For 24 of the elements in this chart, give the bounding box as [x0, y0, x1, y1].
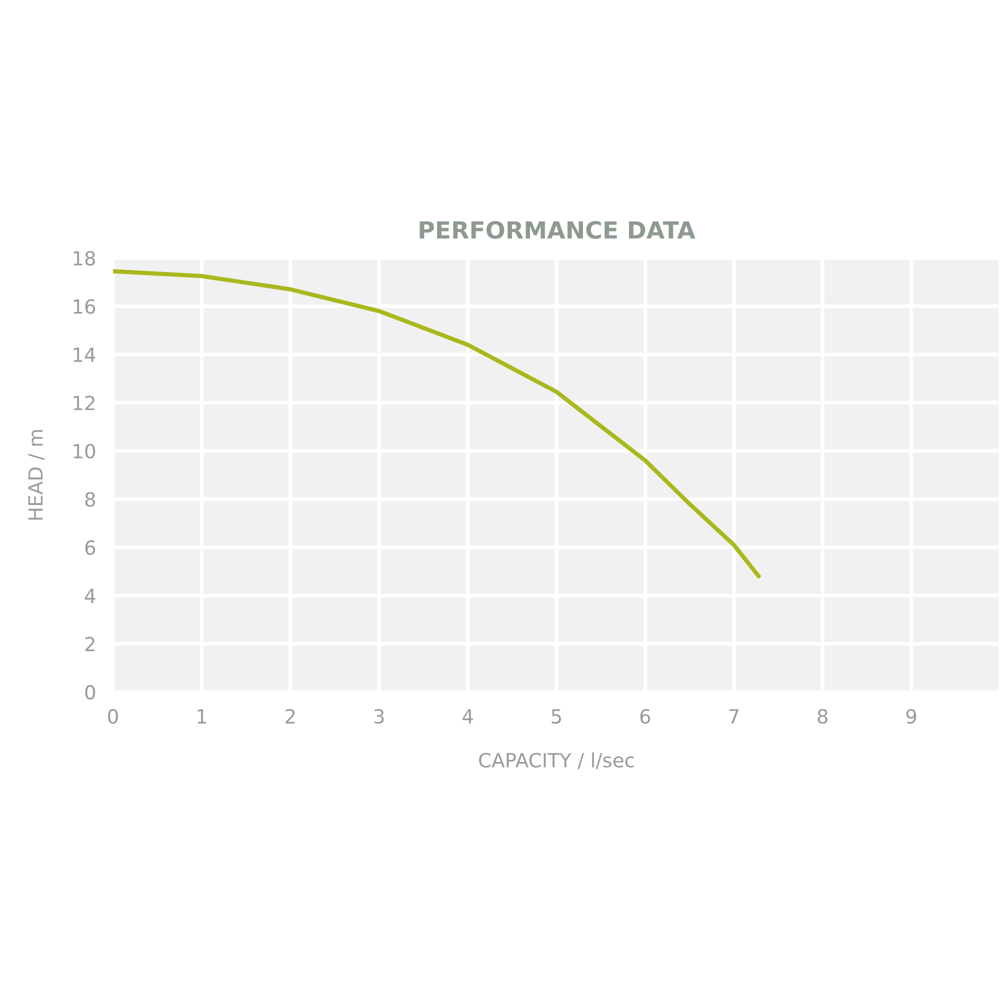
x-tick-label: 7 — [729, 709, 738, 724]
x-tick-label: 5 — [552, 709, 561, 724]
y-tick-label: 10 — [74, 444, 96, 459]
x-tick-label: 0 — [108, 709, 118, 724]
x-tick-label: 9 — [906, 709, 916, 724]
y-tick-label: 8 — [85, 492, 96, 507]
x-tick-label: 1 — [198, 709, 206, 724]
y-tick-label: 12 — [74, 396, 94, 410]
y-tick-label: 14 — [74, 348, 96, 362]
x-axis-title: CAPACITY / l/sec — [479, 752, 634, 770]
x-tick-label: 6 — [640, 709, 650, 724]
y-tick-label: 6 — [85, 540, 96, 555]
x-tick-label: 3 — [374, 709, 384, 724]
y-axis-title: HEAD / m — [28, 430, 44, 520]
y-tick-label: 0 — [85, 684, 96, 700]
y-tick-label: 16 — [74, 299, 96, 314]
chart-title: PERFORMANCE DATA — [420, 221, 696, 239]
x-tick-label: 8 — [818, 709, 828, 724]
y-tick-label: 4 — [84, 588, 96, 603]
x-tick-label: 2 — [286, 709, 295, 724]
line-series — [113, 269, 761, 578]
y-tick-label: 18 — [74, 250, 95, 266]
y-tick-label: 2 — [85, 636, 94, 652]
x-tick-label: 4 — [462, 709, 473, 724]
